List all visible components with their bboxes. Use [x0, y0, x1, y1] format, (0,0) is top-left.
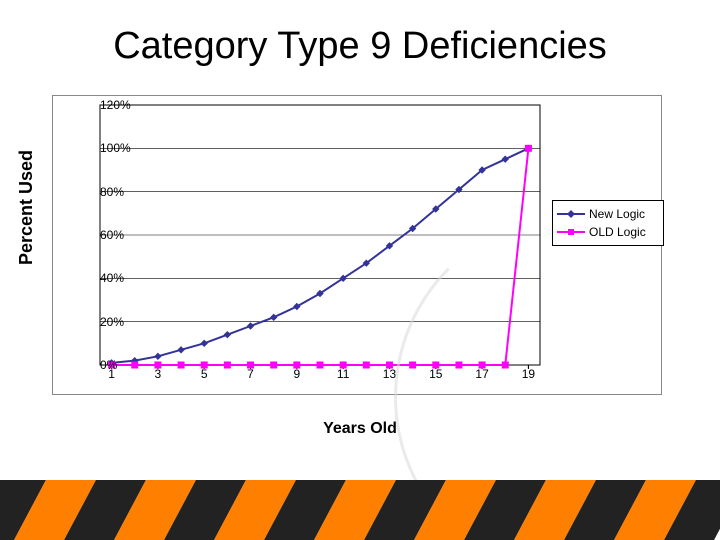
x-tick-label: 3	[155, 365, 162, 381]
decor-stripes	[0, 480, 720, 540]
x-tick-label: 7	[247, 365, 254, 381]
x-tick-label: 5	[201, 365, 208, 381]
y-tick-label: 0%	[100, 358, 104, 372]
y-tick-label: 40%	[100, 271, 104, 285]
y-tick-label: 100%	[100, 141, 104, 155]
x-tick-label: 1	[108, 365, 115, 381]
slide: Category Type 9 Deficiencies Percent Use…	[0, 0, 720, 540]
y-axis-label: Percent Used	[16, 150, 37, 265]
x-tick-label: 11	[337, 365, 349, 381]
y-tick-label: 120%	[100, 98, 104, 112]
y-tick-label: 20%	[100, 315, 104, 329]
y-tick-label: 80%	[100, 185, 104, 199]
slide-title: Category Type 9 Deficiencies	[0, 25, 720, 68]
x-tick-label: 9	[293, 365, 300, 381]
y-tick-label: 60%	[100, 228, 104, 242]
